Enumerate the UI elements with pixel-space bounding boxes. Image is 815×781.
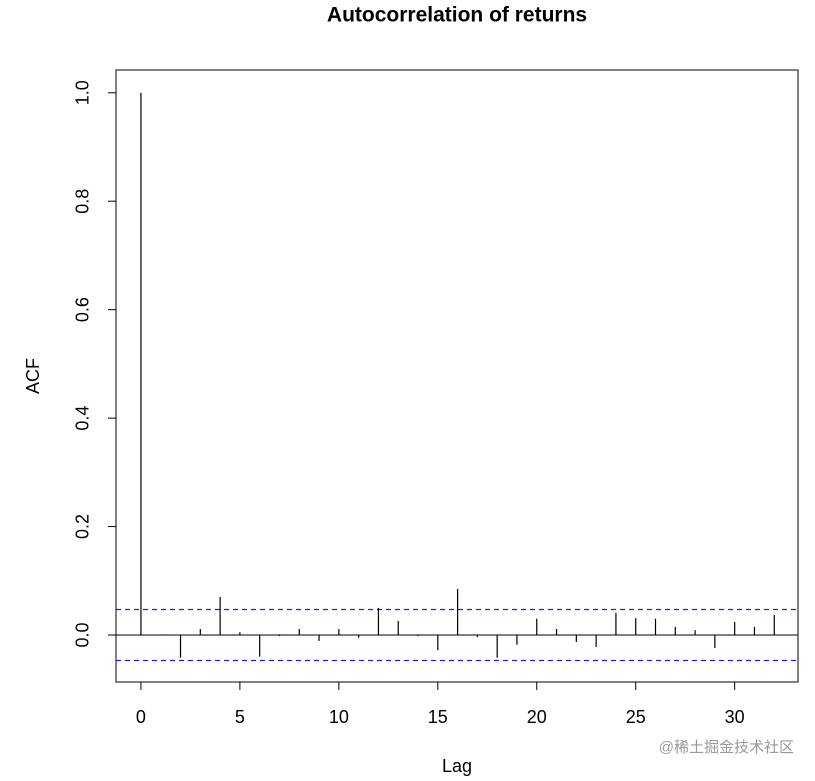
plot-frame xyxy=(115,69,799,683)
y-tick-label: 0.8 xyxy=(73,189,93,214)
x-axis-label: Lag xyxy=(442,756,472,776)
x-tick-label: 15 xyxy=(428,707,448,727)
x-tick-label: 25 xyxy=(626,707,646,727)
y-tick-label: 0.0 xyxy=(73,622,93,647)
chart-title: Autocorrelation of returns xyxy=(327,4,587,27)
y-tick-label: 0.2 xyxy=(73,514,93,539)
x-tick-label: 20 xyxy=(527,707,547,727)
y-tick-label: 0.6 xyxy=(73,297,93,322)
y-tick-label: 1.0 xyxy=(73,80,93,105)
x-tick-label: 5 xyxy=(235,707,245,727)
x-tick-label: 10 xyxy=(329,707,349,727)
x-tick-label: 30 xyxy=(725,707,745,727)
y-axis-label: ACF xyxy=(23,358,43,394)
y-tick-label: 0.4 xyxy=(73,406,93,431)
x-tick-label: 0 xyxy=(136,707,146,727)
watermark: @稀土掘金技术社区 xyxy=(659,739,794,756)
